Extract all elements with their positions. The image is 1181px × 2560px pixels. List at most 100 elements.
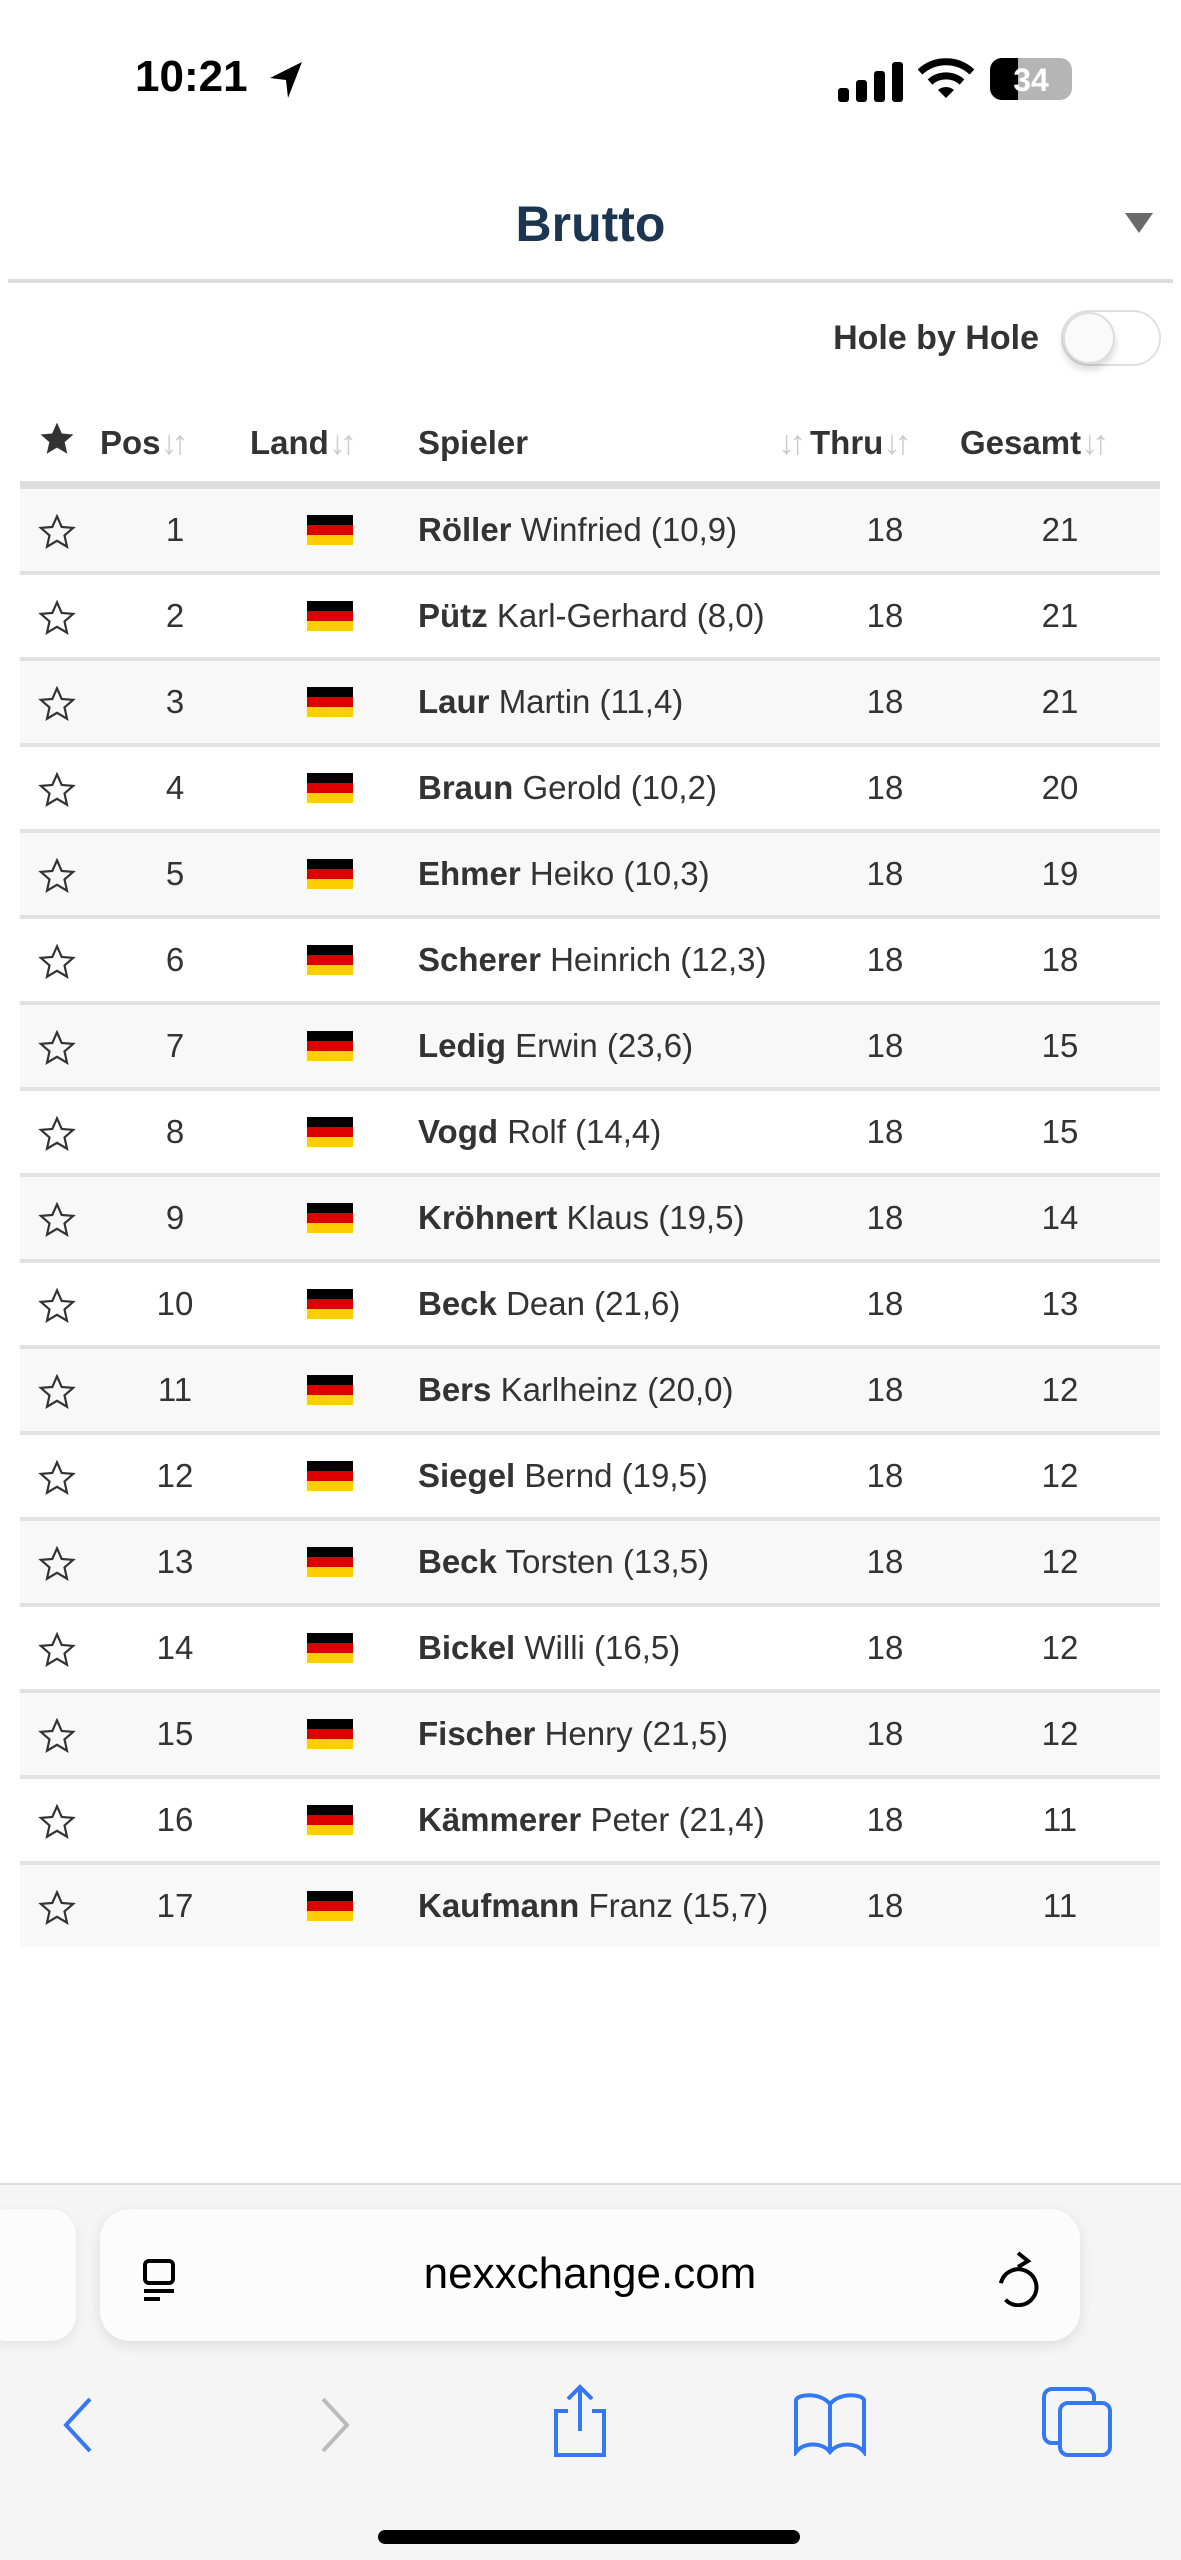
tabs-icon[interactable] — [1040, 2385, 1116, 2459]
star-outline-icon[interactable] — [38, 1201, 76, 1238]
player-last-name: Beck — [418, 1543, 497, 1580]
star-outline-icon[interactable] — [38, 857, 76, 894]
previous-tab[interactable] — [0, 2209, 76, 2341]
favorite-cell[interactable] — [20, 915, 100, 1003]
player-last-name: Kaufmann — [418, 1887, 580, 1924]
sort-player[interactable]: Spieler ↓↑ — [410, 405, 810, 489]
back-icon[interactable] — [58, 2395, 98, 2455]
player-name[interactable]: Laur Martin (11,4) — [410, 657, 810, 745]
star-outline-icon[interactable] — [38, 1631, 76, 1668]
table-row[interactable]: 2 Pütz Karl-Gerhard (8,0) 18 21 — [20, 571, 1160, 659]
thru: 18 — [810, 915, 960, 1003]
table-row[interactable]: 10 Beck Dean (21,6) 18 13 — [20, 1259, 1160, 1347]
hole-by-hole-toggle[interactable] — [1061, 310, 1161, 366]
page-menu-icon[interactable] — [142, 2259, 176, 2301]
favorite-cell[interactable] — [20, 1259, 100, 1347]
favorite-cell[interactable] — [20, 485, 100, 573]
table-row[interactable]: 9 Kröhnert Klaus (19,5) 18 14 — [20, 1173, 1160, 1261]
table-row[interactable]: 6 Scherer Heinrich (12,3) 18 18 — [20, 915, 1160, 1003]
player-name[interactable]: Siegel Bernd (19,5) — [410, 1431, 810, 1519]
player-last-name: Beck — [418, 1285, 497, 1322]
star-outline-icon[interactable] — [38, 1717, 76, 1754]
star-outline-icon[interactable] — [38, 1803, 76, 1840]
player-name[interactable]: Kaufmann Franz (15,7) — [410, 1861, 810, 1947]
table-row[interactable]: 3 Laur Martin (11,4) 18 21 — [20, 657, 1160, 745]
star-outline-icon[interactable] — [38, 1545, 76, 1582]
table-row[interactable]: 4 Braun Gerold (10,2) 18 20 — [20, 743, 1160, 831]
table-row[interactable]: 16 Kämmerer Peter (21,4) 18 11 — [20, 1775, 1160, 1863]
favorite-cell[interactable] — [20, 571, 100, 659]
address-bar[interactable]: nexxchange.com — [100, 2209, 1080, 2341]
forward-icon[interactable] — [315, 2395, 355, 2455]
total: 21 — [1041, 511, 1079, 548]
star-outline-icon[interactable] — [38, 943, 76, 980]
sort-pos[interactable]: Pos↓↑ — [100, 405, 250, 489]
player-name[interactable]: Kröhnert Klaus (19,5) — [410, 1173, 810, 1261]
favorite-cell[interactable] — [20, 1345, 100, 1433]
table-row[interactable]: 12 Siegel Bernd (19,5) 18 12 — [20, 1431, 1160, 1519]
favorite-cell[interactable] — [20, 1603, 100, 1691]
player-name[interactable]: Beck Torsten (13,5) — [410, 1517, 810, 1605]
star-outline-icon[interactable] — [38, 771, 76, 808]
player-name[interactable]: Beck Dean (21,6) — [410, 1259, 810, 1347]
star-outline-icon[interactable] — [38, 1029, 76, 1066]
favorite-cell[interactable] — [20, 1431, 100, 1519]
favorite-cell[interactable] — [20, 657, 100, 745]
table-row[interactable]: 11 Bers Karlheinz (20,0) 18 12 — [20, 1345, 1160, 1433]
thru: 18 — [866, 511, 904, 548]
favorite-cell[interactable] — [20, 1775, 100, 1863]
table-row[interactable]: 5 Ehmer Heiko (10,3) 18 19 — [20, 829, 1160, 917]
thru: 18 — [810, 1689, 960, 1777]
url-text[interactable]: nexxchange.com — [423, 2249, 757, 2298]
sort-arrows-icon: ↓↑ — [1081, 423, 1109, 462]
table-row[interactable]: 8 Vogd Rolf (14,4) 18 15 — [20, 1087, 1160, 1175]
star-outline-icon[interactable] — [38, 513, 76, 550]
player-name[interactable]: Kämmerer Peter (21,4) — [410, 1775, 810, 1863]
table-row[interactable]: 1 Röller Winfried (10,9) 18 21 — [20, 485, 1160, 573]
star-outline-icon[interactable] — [38, 1115, 76, 1152]
star-outline-icon[interactable] — [38, 599, 76, 636]
player-name[interactable]: Bickel Willi (16,5) — [410, 1603, 810, 1691]
player-name[interactable]: Fischer Henry (21,5) — [410, 1689, 810, 1777]
star-outline-icon[interactable] — [38, 1459, 76, 1496]
favorite-cell[interactable] — [20, 829, 100, 917]
bookmarks-icon[interactable] — [790, 2390, 870, 2456]
player-name[interactable]: Scherer Heinrich (12,3) — [410, 915, 810, 1003]
favorites-column-header[interactable] — [20, 405, 100, 489]
sort-arrows-icon: ↓↑ — [328, 423, 357, 462]
player-name[interactable]: Braun Gerold (10,2) — [410, 743, 810, 831]
leaderboard-selector[interactable]: Brutto — [8, 175, 1173, 283]
table-row[interactable]: 14 Bickel Willi (16,5) 18 12 — [20, 1603, 1160, 1691]
table-row[interactable]: 15 Fischer Henry (21,5) 18 12 — [20, 1689, 1160, 1777]
sort-thru[interactable]: Thru↓↑ — [810, 405, 960, 489]
favorite-cell[interactable] — [20, 1689, 100, 1777]
player-name[interactable]: Ledig Erwin (23,6) — [410, 1001, 810, 1089]
reload-icon[interactable] — [996, 2251, 1040, 2307]
hole-by-hole-control: Hole by Hole — [833, 310, 1161, 366]
table-row[interactable]: 7 Ledig Erwin (23,6) 18 15 — [20, 1001, 1160, 1089]
player-name[interactable]: Bers Karlheinz (20,0) — [410, 1345, 810, 1433]
star-outline-icon[interactable] — [38, 1373, 76, 1410]
player-first-name-hcp: Willi (16,5) — [524, 1629, 681, 1666]
star-outline-icon[interactable] — [38, 1889, 76, 1926]
player-name[interactable]: Vogd Rolf (14,4) — [410, 1087, 810, 1175]
favorite-cell[interactable] — [20, 1861, 100, 1947]
favorite-cell[interactable] — [20, 743, 100, 831]
sort-land[interactable]: Land↓↑ — [250, 405, 410, 489]
star-outline-icon[interactable] — [38, 1287, 76, 1324]
table-row[interactable]: 17 Kaufmann Franz (15,7) 18 11 — [20, 1861, 1160, 1947]
favorite-cell[interactable] — [20, 1087, 100, 1175]
favorite-cell[interactable] — [20, 1001, 100, 1089]
dropdown-caret-icon[interactable] — [1125, 213, 1153, 233]
player-name[interactable]: Ehmer Heiko (10,3) — [410, 829, 810, 917]
star-outline-icon[interactable] — [38, 685, 76, 722]
table-row[interactable]: 13 Beck Torsten (13,5) 18 12 — [20, 1517, 1160, 1605]
share-icon[interactable] — [548, 2383, 612, 2459]
player-name[interactable]: Röller Winfried (10,9) — [410, 485, 810, 573]
location-arrow-icon — [270, 62, 302, 98]
sort-total[interactable]: Gesamt↓↑ — [960, 405, 1160, 489]
favorite-cell[interactable] — [20, 1517, 100, 1605]
favorite-cell[interactable] — [20, 1173, 100, 1261]
thru: 18 — [810, 1603, 960, 1691]
player-name[interactable]: Pütz Karl-Gerhard (8,0) — [410, 571, 810, 659]
